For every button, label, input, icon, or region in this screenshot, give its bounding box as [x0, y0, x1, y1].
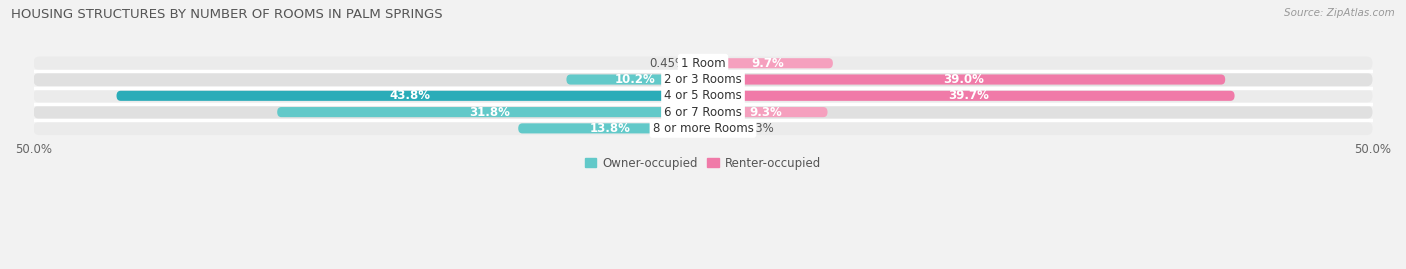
FancyBboxPatch shape [34, 73, 1372, 86]
FancyBboxPatch shape [703, 107, 828, 117]
Text: Source: ZipAtlas.com: Source: ZipAtlas.com [1284, 8, 1395, 18]
Text: 0.45%: 0.45% [650, 57, 686, 70]
FancyBboxPatch shape [34, 105, 1372, 119]
Text: 2 or 3 Rooms: 2 or 3 Rooms [664, 73, 742, 86]
Legend: Owner-occupied, Renter-occupied: Owner-occupied, Renter-occupied [579, 152, 827, 175]
Text: 43.8%: 43.8% [389, 89, 430, 102]
FancyBboxPatch shape [703, 75, 1225, 84]
FancyBboxPatch shape [697, 58, 703, 68]
Text: 8 or more Rooms: 8 or more Rooms [652, 122, 754, 135]
FancyBboxPatch shape [703, 123, 734, 133]
FancyBboxPatch shape [277, 107, 703, 117]
Text: 10.2%: 10.2% [614, 73, 655, 86]
Text: 6 or 7 Rooms: 6 or 7 Rooms [664, 106, 742, 119]
FancyBboxPatch shape [34, 89, 1372, 102]
FancyBboxPatch shape [519, 123, 703, 133]
Text: 39.7%: 39.7% [949, 89, 990, 102]
Text: 13.8%: 13.8% [591, 122, 631, 135]
FancyBboxPatch shape [34, 56, 1372, 70]
Text: HOUSING STRUCTURES BY NUMBER OF ROOMS IN PALM SPRINGS: HOUSING STRUCTURES BY NUMBER OF ROOMS IN… [11, 8, 443, 21]
FancyBboxPatch shape [117, 91, 703, 101]
Text: 31.8%: 31.8% [470, 106, 510, 119]
Text: 4 or 5 Rooms: 4 or 5 Rooms [664, 89, 742, 102]
Text: 1 Room: 1 Room [681, 57, 725, 70]
FancyBboxPatch shape [34, 122, 1372, 135]
FancyBboxPatch shape [703, 91, 1234, 101]
Text: 9.3%: 9.3% [749, 106, 782, 119]
Text: 39.0%: 39.0% [943, 73, 984, 86]
FancyBboxPatch shape [567, 75, 703, 84]
Text: 9.7%: 9.7% [752, 57, 785, 70]
Text: 2.3%: 2.3% [745, 122, 775, 135]
FancyBboxPatch shape [703, 58, 832, 68]
